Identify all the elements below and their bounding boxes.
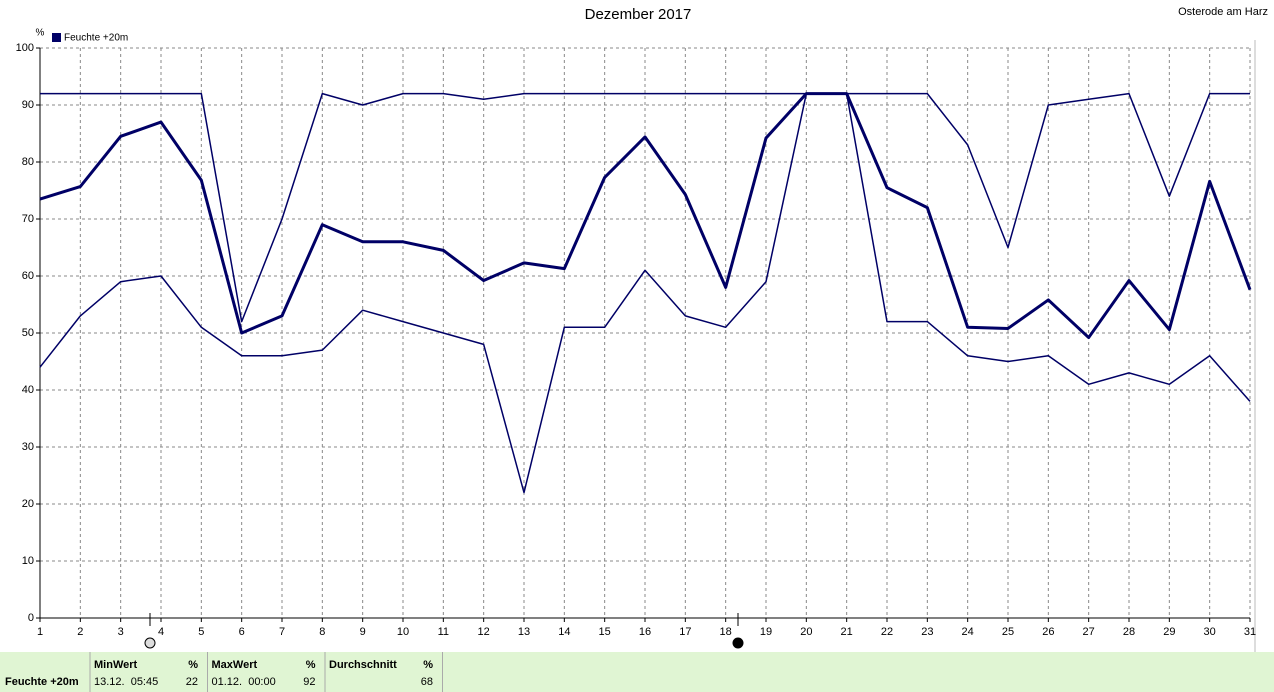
x-tick-label: 31 [1244,626,1256,638]
x-tick-label: 3 [118,626,124,638]
x-tick-label: 2 [77,626,83,638]
full-moon-icon [144,637,156,649]
x-tick-label: 9 [360,626,366,638]
x-tick-label: 28 [1123,626,1135,638]
x-tick-label: 18 [720,626,732,638]
x-tick-label: 16 [639,626,651,638]
chart-title: Dezember 2017 [585,6,692,23]
y-tick-label: 70 [22,213,34,225]
x-tick-label: 7 [279,626,285,638]
x-tick-label: 19 [760,626,772,638]
x-tick-label: 17 [679,626,691,638]
data-line [40,92,1250,323]
x-tick-label: 29 [1163,626,1175,638]
footer-value: 22 [186,676,198,688]
y-tick-label: 40 [22,384,34,396]
x-tick-label: 11 [438,626,449,638]
x-tick-label: 20 [800,626,812,638]
x-tick-label: 5 [198,626,204,638]
x-tick-label: 24 [962,626,974,638]
footer-time: 01.12. 00:00 [212,676,276,688]
x-tick-label: 8 [319,626,325,638]
y-tick-label: 80 [22,156,34,168]
footer-header: Durchschnitt [329,659,397,671]
x-tick-label: 12 [478,626,490,638]
new-moon-icon [732,637,744,649]
x-tick-label: 26 [1042,626,1054,638]
x-tick-label: 30 [1204,626,1216,638]
x-tick-label: 6 [239,626,245,638]
x-tick-label: 14 [558,626,570,638]
footer-time: 13.12. 05:45 [94,676,158,688]
y-tick-label: 0 [28,612,34,624]
footer-value: 92 [303,676,315,688]
y-tick-label: 60 [22,270,34,282]
y-tick-label: 100 [16,42,34,54]
footer-value: 68 [421,676,433,688]
footer-unit: % [306,659,316,671]
legend-swatch [52,33,61,42]
legend-label: Feuchte +20m [64,33,128,44]
footer-header: MinWert [94,659,138,671]
y-tick-label: 50 [22,327,34,339]
y-tick-label: 30 [22,441,34,453]
x-tick-label: 23 [921,626,933,638]
x-tick-label: 25 [1002,626,1014,638]
x-tick-label: 4 [158,626,164,638]
x-tick-label: 13 [518,626,530,638]
y-tick-label: 90 [22,99,34,111]
footer-series-label: Feuchte +20m [5,676,79,688]
footer-panel [0,652,1274,692]
x-tick-label: 21 [841,626,853,638]
footer-header: MaxWert [212,659,258,671]
x-tick-label: 27 [1083,626,1095,638]
footer-unit: % [423,659,433,671]
x-tick-label: 15 [599,626,611,638]
data-line [39,92,1252,340]
x-tick-label: 1 [37,626,43,638]
x-tick-label: 22 [881,626,893,638]
x-tick-label: 10 [397,626,409,638]
data-line [39,92,1251,494]
y-tick-label: 10 [22,555,34,567]
location: Osterode am Harz [1178,6,1268,18]
y-tick-label: 20 [22,498,34,510]
y-axis-unit: % [36,28,45,39]
footer-unit: % [188,659,198,671]
